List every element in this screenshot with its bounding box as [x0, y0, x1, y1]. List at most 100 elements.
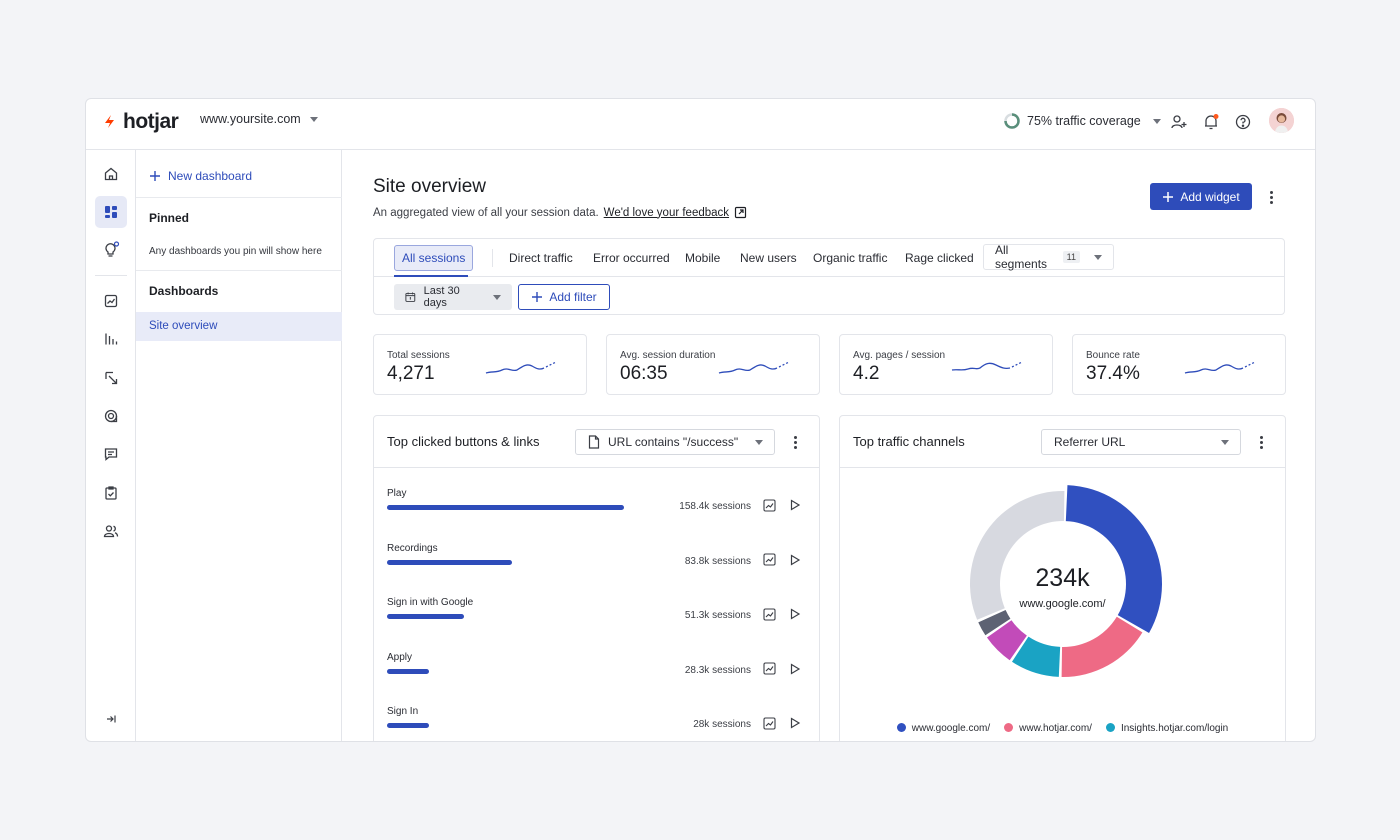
- tab-direct-traffic[interactable]: Direct traffic: [509, 251, 573, 265]
- top-traffic-widget: Top traffic channels Referrer URL 234k w…: [839, 415, 1286, 741]
- donut-slice[interactable]: [1011, 636, 1061, 677]
- play-recording-icon[interactable]: [787, 497, 803, 513]
- date-range-selector[interactable]: Last 30 days: [394, 284, 512, 310]
- trend-chart-icon[interactable]: [761, 497, 777, 513]
- subtitle-text: An aggregated view of all your session d…: [373, 206, 599, 219]
- coverage-label: 75% traffic coverage: [1027, 114, 1141, 128]
- legend-label: Insights.hotjar.com/login: [1120, 723, 1229, 734]
- clicked-row: Apply 28.3k sessions: [387, 652, 807, 682]
- clicked-row: Play 158.4k sessions: [387, 488, 807, 518]
- clicked-row-bar: [387, 505, 624, 510]
- clicked-row-label: Sign in with Google: [387, 597, 474, 608]
- kpi-card-avg-pages-per-session[interactable]: Avg. pages / session 4.2: [839, 334, 1053, 395]
- feedback-icon[interactable]: [95, 438, 127, 470]
- surveys-icon[interactable]: [95, 477, 127, 509]
- kpi-card-bounce-rate[interactable]: Bounce rate 37.4%: [1072, 334, 1286, 395]
- user-avatar[interactable]: [1269, 108, 1294, 133]
- home-icon[interactable]: [95, 158, 127, 190]
- dashboards-heading: Dashboards: [149, 284, 219, 298]
- referrer-dropdown[interactable]: Referrer URL: [1041, 429, 1241, 455]
- donut-slice[interactable]: [1065, 485, 1162, 633]
- url-filter-dropdown[interactable]: URL contains "/success": [575, 429, 775, 455]
- add-widget-button[interactable]: Add widget: [1150, 183, 1252, 210]
- trend-chart-icon[interactable]: [761, 552, 777, 568]
- chart-legend: www.google.com/ www.hotjar.com/ Insights…: [840, 723, 1285, 734]
- new-dashboard-label: New dashboard: [168, 169, 253, 183]
- hotjar-logo[interactable]: hotjar: [102, 110, 179, 134]
- pinned-heading: Pinned: [149, 211, 190, 225]
- tab-mobile[interactable]: Mobile: [685, 251, 721, 265]
- notifications-bell-icon[interactable]: [1200, 111, 1222, 133]
- add-widget-label: Add widget: [1180, 189, 1240, 204]
- widget-more-options-icon[interactable]: [788, 433, 802, 451]
- funnels-icon[interactable]: [95, 323, 127, 355]
- lightbulb-icon[interactable]: [95, 234, 127, 266]
- external-link-icon[interactable]: [734, 206, 747, 219]
- kpi-label: Total sessions: [387, 350, 450, 361]
- kpi-card-total-sessions[interactable]: Total sessions 4,271: [373, 334, 587, 395]
- site-selector[interactable]: www.yoursite.com: [200, 112, 318, 126]
- segments-count-badge: 11: [1062, 251, 1080, 263]
- coverage-ring-icon: [1004, 113, 1020, 129]
- dashboards-icon[interactable]: [95, 196, 127, 228]
- widget-more-options-icon[interactable]: [1254, 433, 1268, 451]
- tab-rage-clicked[interactable]: Rage clicked: [905, 251, 974, 265]
- url-filter-label: URL contains "/success": [608, 435, 739, 449]
- invite-user-icon[interactable]: [1168, 111, 1190, 133]
- trend-chart-icon[interactable]: [761, 661, 777, 677]
- kpi-card-avg-session-duration[interactable]: Avg. session duration 06:35: [606, 334, 820, 395]
- donut-slice[interactable]: [1061, 616, 1143, 677]
- chevron-down-icon: [1152, 118, 1161, 124]
- legend-item: www.hotjar.com/: [1004, 723, 1092, 734]
- clicked-row-label: Apply: [387, 651, 413, 663]
- play-recording-icon[interactable]: [787, 606, 803, 622]
- clicked-row: Recordings 83.8k sessions: [387, 543, 807, 573]
- tab-all-sessions[interactable]: All sessions: [394, 245, 474, 271]
- tab-divider: [492, 249, 493, 267]
- icon-rail: [86, 150, 136, 741]
- app-window: hotjar www.yoursite.com 75% traffic cove…: [85, 98, 1316, 742]
- segment-tabs: All sessions Direct traffic Error occurr…: [374, 239, 1284, 277]
- users-icon[interactable]: [95, 515, 127, 547]
- chevron-down-icon: [309, 116, 318, 122]
- widget-title: Top clicked buttons & links: [387, 434, 540, 449]
- sidebar-item-site-overview[interactable]: Site overview: [136, 312, 342, 341]
- all-segments-dropdown[interactable]: All segments 11: [983, 243, 1114, 271]
- traffic-coverage-selector[interactable]: 75% traffic coverage: [1003, 112, 1161, 130]
- new-dashboard-button[interactable]: New dashboard: [149, 169, 252, 183]
- tab-new-users[interactable]: New users: [740, 251, 797, 265]
- kpi-value: 37.4%: [1086, 363, 1140, 384]
- kpi-value: 06:35: [620, 363, 668, 384]
- kpi-label: Bounce rate: [1086, 350, 1140, 361]
- page-subtitle: An aggregated view of all your session d…: [373, 206, 747, 219]
- recordings-icon[interactable]: [95, 400, 127, 432]
- play-recording-icon[interactable]: [787, 661, 803, 677]
- legend-swatch: [896, 723, 906, 732]
- kpi-value: 4.2: [853, 363, 880, 384]
- tab-organic-traffic[interactable]: Organic traffic: [813, 251, 888, 265]
- clicked-row-bar: [387, 614, 464, 619]
- play-recording-icon[interactable]: [787, 552, 803, 568]
- tab-error-occurred[interactable]: Error occurred: [593, 251, 670, 265]
- sparkline: [485, 361, 557, 374]
- clicked-row-bar: [387, 559, 513, 565]
- collapse-sidebar-icon[interactable]: [95, 703, 127, 735]
- play-recording-icon[interactable]: [787, 715, 803, 731]
- heatmaps-icon[interactable]: [95, 362, 127, 394]
- donut-slice[interactable]: [978, 609, 1011, 636]
- divider: [136, 197, 342, 198]
- add-filter-button[interactable]: Add filter: [518, 284, 610, 310]
- trend-chart-icon[interactable]: [761, 715, 777, 731]
- top-clicked-widget: Top clicked buttons & links URL contains…: [373, 415, 820, 741]
- logo-text: hotjar: [123, 110, 179, 133]
- donut-slice[interactable]: [986, 620, 1027, 661]
- legend-label: www.google.com/: [911, 723, 991, 734]
- trend-chart-icon[interactable]: [761, 606, 777, 622]
- main-content: Site overview An aggregated view of all …: [342, 150, 1315, 741]
- donut-slice[interactable]: [970, 491, 1065, 620]
- donut-center-label: www.google.com/: [1019, 598, 1106, 610]
- trends-icon[interactable]: [95, 285, 127, 317]
- page-more-options-icon[interactable]: [1264, 188, 1278, 206]
- feedback-link[interactable]: We'd love your feedback: [603, 206, 730, 219]
- help-icon[interactable]: [1232, 111, 1254, 133]
